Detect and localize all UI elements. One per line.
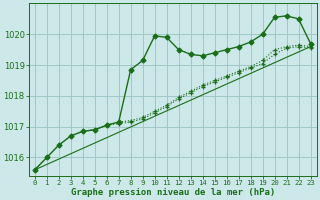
X-axis label: Graphe pression niveau de la mer (hPa): Graphe pression niveau de la mer (hPa) (70, 188, 275, 197)
